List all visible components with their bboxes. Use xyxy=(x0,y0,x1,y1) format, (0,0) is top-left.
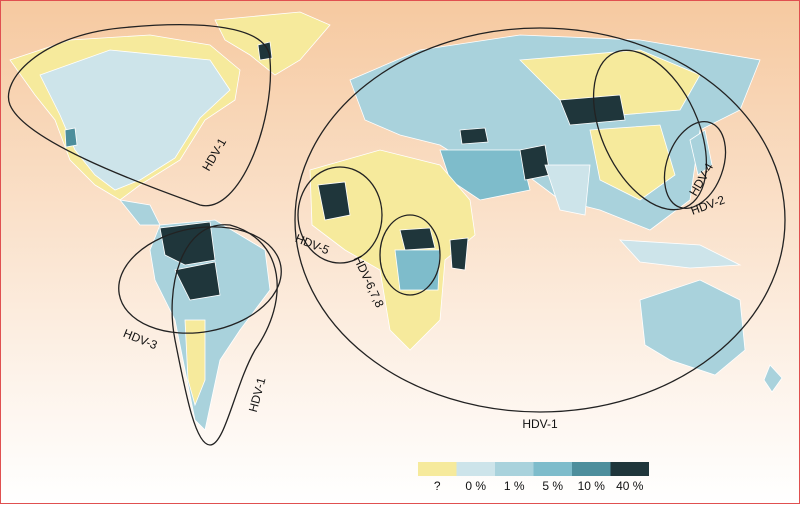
legend-swatch xyxy=(495,462,534,476)
legend: ? 0 % 1 % 5 % 10 % 40 % xyxy=(418,462,649,493)
legend-label: 0 % xyxy=(465,479,486,493)
legend-swatch xyxy=(533,462,572,476)
genotype-label: HDV-1 xyxy=(522,417,558,431)
legend-label: ? xyxy=(434,479,441,493)
legend-label: 5 % xyxy=(542,479,563,493)
genotype-regions xyxy=(7,24,786,446)
world-map xyxy=(9,11,783,431)
legend-label: 1 % xyxy=(504,479,525,493)
legend-label: 40 % xyxy=(616,479,644,493)
legend-label: 10 % xyxy=(578,479,606,493)
legend-swatch xyxy=(456,462,495,476)
legend-swatch xyxy=(610,462,649,476)
legend-swatch xyxy=(418,462,457,476)
legend-swatch xyxy=(572,462,611,476)
